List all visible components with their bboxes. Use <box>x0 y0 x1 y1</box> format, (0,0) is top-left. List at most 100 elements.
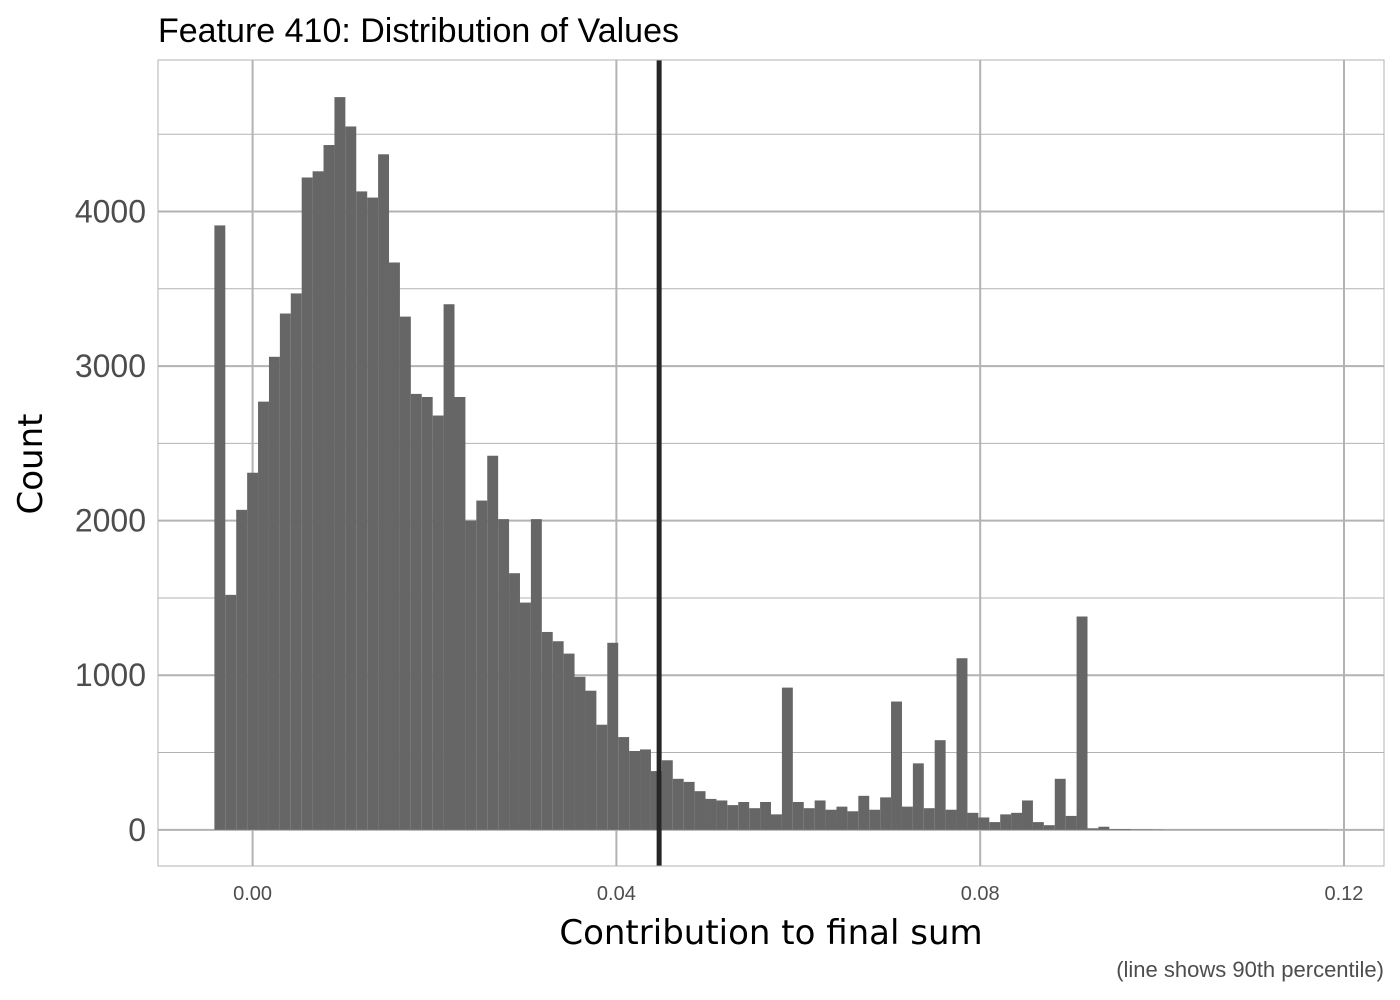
histogram-bar <box>214 225 226 830</box>
chart-caption: (line shows 90th percentile) <box>1116 957 1384 982</box>
histogram-bar <box>825 809 837 830</box>
histogram-bar <box>1087 828 1099 830</box>
y-tick-label: 0 <box>128 812 146 848</box>
histogram-bar <box>661 760 673 830</box>
histogram-bar <box>836 806 848 830</box>
histogram-bar <box>367 197 379 830</box>
histogram-bar <box>945 809 957 830</box>
histogram-bar <box>629 750 641 830</box>
histogram-bar <box>749 808 761 830</box>
histogram-bar <box>727 805 739 830</box>
histogram-bar <box>596 724 608 830</box>
histogram-bar <box>814 800 826 830</box>
x-tick-label: 0.12 <box>1325 883 1364 905</box>
histogram-bar <box>476 500 488 830</box>
histogram-bar <box>378 154 390 830</box>
histogram-bar <box>301 177 313 830</box>
histogram-bar <box>519 602 531 830</box>
histogram-bar <box>236 509 248 830</box>
histogram-bar <box>1120 829 1132 830</box>
histogram-bar <box>650 771 662 830</box>
histogram-bar <box>989 822 1001 830</box>
histogram-bar <box>432 415 444 830</box>
histogram-bar <box>509 573 520 830</box>
histogram-bar <box>541 631 553 830</box>
histogram-bar <box>672 778 684 830</box>
histogram-bar <box>334 97 346 830</box>
histogram-bar <box>781 687 793 830</box>
histogram-bar <box>410 393 422 830</box>
histogram-bar <box>912 763 924 830</box>
histogram-bar <box>290 293 302 830</box>
histogram-bar <box>389 262 400 830</box>
histogram-bar <box>356 191 368 830</box>
histogram-bar <box>792 802 804 830</box>
histogram-bar <box>530 519 542 830</box>
histogram-bar <box>454 396 466 830</box>
histogram-bar <box>225 594 237 830</box>
histogram-bar <box>1022 800 1033 830</box>
histogram-bar <box>694 791 706 830</box>
histogram-bar <box>1109 829 1121 830</box>
histogram-bar <box>268 356 280 830</box>
histogram-bar <box>574 676 586 830</box>
histogram-bar <box>279 313 291 830</box>
histogram-bar <box>585 690 597 830</box>
histogram-bar <box>640 749 651 830</box>
histogram-bar <box>858 795 870 830</box>
histogram-bar <box>1054 778 1066 830</box>
histogram-bar <box>934 740 946 830</box>
histogram-bar <box>705 798 717 830</box>
histogram-bar <box>683 781 695 830</box>
histogram-bar <box>247 472 259 830</box>
histogram-bar <box>399 316 411 830</box>
histogram-bar <box>421 396 433 830</box>
histogram-bar <box>487 455 499 830</box>
histogram-bar <box>923 808 935 830</box>
x-tick-label: 0.04 <box>597 883 636 905</box>
histogram-bar <box>967 812 979 830</box>
histogram-bar <box>880 797 892 830</box>
histogram-bar <box>869 809 881 830</box>
histogram-bar <box>760 802 771 830</box>
histogram-bar <box>956 658 968 830</box>
histogram-bar <box>258 401 269 830</box>
histogram-bar <box>607 642 619 830</box>
histogram-bar <box>1011 812 1023 830</box>
histogram-bar <box>345 126 357 830</box>
histogram-bar <box>716 800 728 830</box>
histogram-bar <box>978 817 990 830</box>
histogram-bar <box>552 641 564 830</box>
histogram-bar <box>1065 815 1077 830</box>
histogram-bar <box>443 304 455 830</box>
histogram-bar <box>1076 616 1088 830</box>
x-tick-labels: 0.00 0.04 0.08 0.12 <box>233 883 1363 905</box>
histogram-bar <box>771 814 782 830</box>
bars-layer <box>214 97 1328 830</box>
histogram-bar <box>738 802 750 830</box>
histogram-bar <box>312 171 324 830</box>
y-tick-label: 4000 <box>75 193 146 229</box>
histogram-bar <box>1098 826 1110 830</box>
y-tick-label: 2000 <box>75 503 146 539</box>
histogram-bar <box>901 806 913 830</box>
x-tick-label: 0.08 <box>961 883 1000 905</box>
histogram-bar <box>1032 822 1044 830</box>
chart-title: Feature 410: Distribution of Values <box>158 12 679 50</box>
histogram-bar <box>847 811 859 830</box>
y-tick-labels: 0 1000 2000 3000 4000 <box>75 193 146 847</box>
histogram-bar <box>563 653 575 830</box>
histogram-bar <box>803 808 815 830</box>
y-tick-label: 3000 <box>75 348 146 384</box>
histogram-bar <box>891 701 902 830</box>
histogram-bar <box>1043 825 1055 830</box>
histogram-bar <box>1000 814 1012 830</box>
histogram-bar <box>323 145 335 830</box>
x-axis-title: Contribution to final sum <box>559 913 982 953</box>
y-axis-title: Count <box>11 414 51 515</box>
x-tick-label: 0.00 <box>233 883 272 905</box>
y-tick-label: 1000 <box>75 657 146 693</box>
histogram-bar <box>465 520 477 830</box>
histogram-bar <box>498 519 510 830</box>
